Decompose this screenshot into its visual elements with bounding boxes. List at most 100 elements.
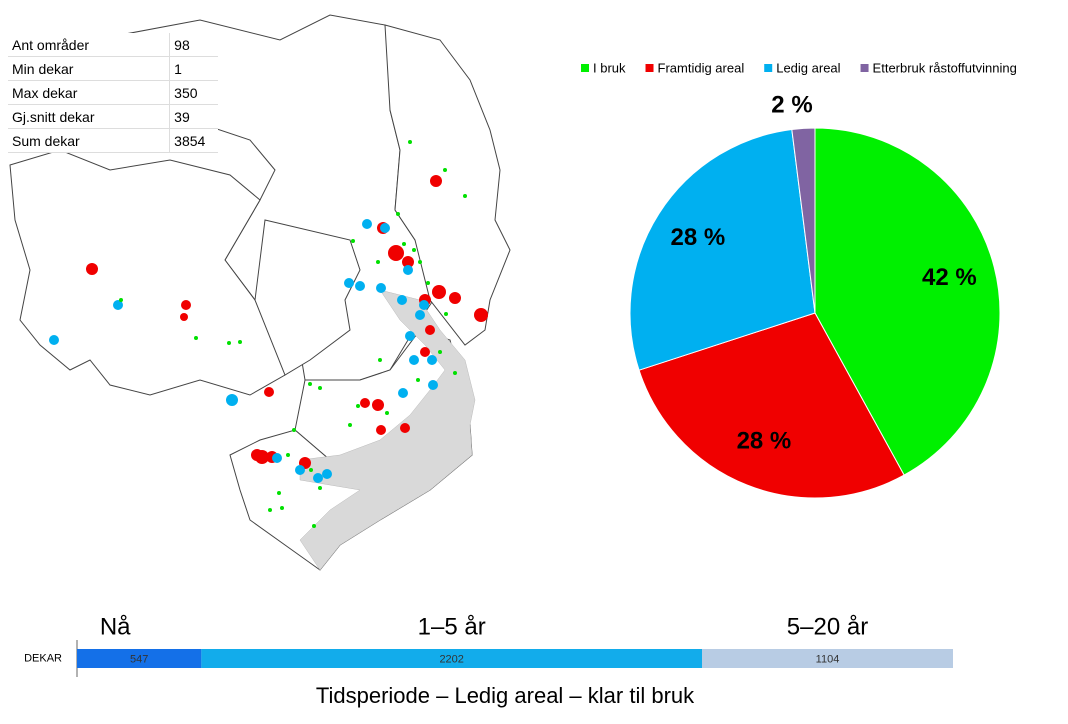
site-dot xyxy=(119,298,123,302)
bar-value: 2202 xyxy=(439,653,463,665)
site-dot xyxy=(380,223,390,233)
site-dot xyxy=(251,449,263,461)
pie-slice xyxy=(629,128,816,371)
site-dot xyxy=(444,312,448,316)
site-dot xyxy=(292,428,296,432)
site-dot xyxy=(432,285,446,299)
site-dot xyxy=(474,308,488,322)
site-dot xyxy=(180,313,188,321)
stats-cell: 3854 xyxy=(169,128,218,153)
site-dot xyxy=(264,387,274,397)
site-dot xyxy=(272,453,282,463)
site-dot xyxy=(355,281,365,291)
site-dot xyxy=(313,473,323,483)
site-dot xyxy=(402,242,406,246)
site-dot xyxy=(463,194,467,198)
site-dot xyxy=(356,404,360,408)
site-dot xyxy=(388,245,404,261)
pie-label: 28 % xyxy=(670,224,725,251)
pie-label: 2 % xyxy=(771,92,812,119)
site-dot xyxy=(318,386,322,390)
stats-cell: Gj.snitt dekar xyxy=(8,104,171,129)
site-dot xyxy=(415,310,425,320)
bar-segment xyxy=(77,649,202,668)
stats-cell: 98 xyxy=(169,33,218,57)
stats-cell: Ant områder xyxy=(8,33,171,57)
stats-cell: 39 xyxy=(169,104,218,129)
legend-label: Ledig areal xyxy=(776,60,840,75)
legend-label: Framtidig areal xyxy=(658,60,745,75)
site-dot xyxy=(396,212,400,216)
stats-row: Min dekar 1 xyxy=(8,56,218,81)
site-dot xyxy=(418,260,422,264)
site-dot xyxy=(308,382,312,386)
site-dot xyxy=(49,335,59,345)
site-dot xyxy=(453,371,457,375)
site-dot xyxy=(378,358,382,362)
site-dot xyxy=(309,468,313,472)
stats-cell: Max dekar xyxy=(8,80,171,105)
site-dot xyxy=(295,465,305,475)
site-dot xyxy=(409,355,419,365)
site-dot xyxy=(351,239,355,243)
stats-cell: Sum dekar xyxy=(8,128,171,153)
stats-row: Max dekar 350 xyxy=(8,80,218,105)
site-dot xyxy=(408,140,412,144)
pie-label: 42 % xyxy=(922,264,977,291)
site-dot xyxy=(412,248,416,252)
site-dot xyxy=(419,300,429,310)
site-dot xyxy=(402,256,414,268)
legend-swatch xyxy=(860,64,869,72)
site-dot xyxy=(427,355,437,365)
site-dot xyxy=(277,491,281,495)
pie-slice xyxy=(814,127,1001,476)
site-dot xyxy=(428,380,438,390)
site-dot xyxy=(420,347,430,357)
site-dot xyxy=(238,340,242,344)
bar-title: Tidsperiode – Ledig areal – klar til bru… xyxy=(316,683,695,708)
site-dot xyxy=(430,175,442,187)
site-dot xyxy=(376,283,386,293)
site-dot xyxy=(322,469,332,479)
site-dots xyxy=(49,140,488,528)
period-label: 1–5 år xyxy=(418,613,486,640)
pie-slice xyxy=(791,127,816,314)
site-dot xyxy=(449,292,461,304)
bar-value: 547 xyxy=(130,653,148,665)
bar-value: 1104 xyxy=(816,653,840,665)
site-dot xyxy=(318,486,322,490)
stats-row: Gj.snitt dekar 39 xyxy=(8,104,218,129)
period-label: 5–20 år xyxy=(787,613,868,640)
site-dot xyxy=(405,331,415,341)
legend-swatch xyxy=(764,64,773,72)
site-dot xyxy=(226,394,238,406)
site-dot xyxy=(376,260,380,264)
period-label: Nå xyxy=(100,613,131,640)
site-dot xyxy=(113,300,123,310)
site-dot xyxy=(425,325,435,335)
site-dot xyxy=(438,350,442,354)
site-dot xyxy=(227,341,231,345)
site-dot xyxy=(376,425,386,435)
pie-label: 28 % xyxy=(737,427,792,454)
bar-segment xyxy=(701,649,953,668)
site-dot xyxy=(286,453,290,457)
site-dot xyxy=(360,398,370,408)
site-dot xyxy=(400,423,410,433)
site-dot xyxy=(344,278,354,288)
stats-cell: 350 xyxy=(169,80,218,105)
stats-cell: 1 xyxy=(169,56,218,81)
site-dot xyxy=(268,508,272,512)
site-dot xyxy=(86,263,98,275)
site-dot xyxy=(194,336,198,340)
stats-cell: Min dekar xyxy=(8,56,171,81)
stats-table: Ant områder 98 Min dekar 1 Max dekar 350 Gj.sn… xyxy=(8,33,218,153)
legend-swatch xyxy=(645,64,654,72)
site-dot xyxy=(443,168,447,172)
site-dot xyxy=(372,399,384,411)
legend-label: Etterbruk råstoffutvinning xyxy=(873,60,1017,75)
stats-row: Sum dekar 3854 xyxy=(8,128,218,153)
site-dot xyxy=(426,281,430,285)
